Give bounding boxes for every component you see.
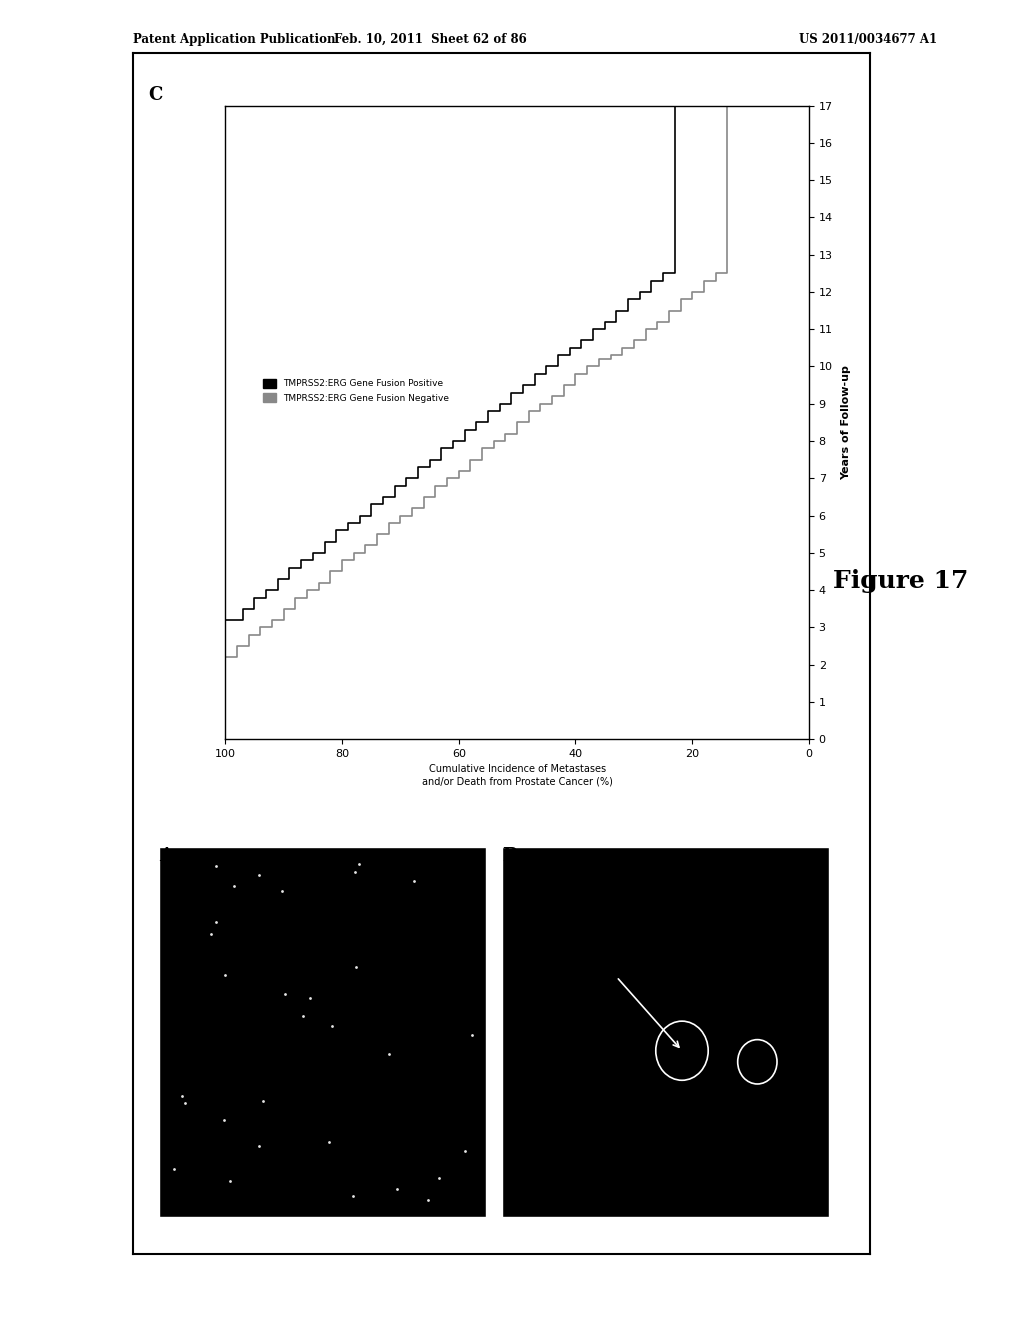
Point <box>276 983 293 1005</box>
Point <box>173 1085 189 1106</box>
Point <box>250 1135 266 1156</box>
Text: B: B <box>502 847 517 866</box>
Point <box>208 912 224 933</box>
Point <box>324 1015 340 1036</box>
Point <box>347 861 364 882</box>
Point <box>225 875 242 896</box>
Point <box>208 855 224 876</box>
Legend: TMPRSS2:ERG Gene Fusion Positive, TMPRSS2:ERG Gene Fusion Negative: TMPRSS2:ERG Gene Fusion Positive, TMPRSS… <box>259 375 453 407</box>
Point <box>295 1006 311 1027</box>
X-axis label: Cumulative Incidence of Metastases
and/or Death from Prostate Cancer (%): Cumulative Incidence of Metastases and/o… <box>422 764 612 787</box>
Point <box>177 1093 194 1114</box>
Point <box>203 924 219 945</box>
Point <box>166 1158 182 1179</box>
Point <box>251 865 267 886</box>
Text: C: C <box>148 86 163 104</box>
Point <box>321 1131 337 1152</box>
Text: US 2011/0034677 A1: US 2011/0034677 A1 <box>799 33 937 46</box>
Point <box>431 1167 447 1188</box>
Point <box>254 1090 270 1111</box>
Point <box>420 1189 436 1210</box>
Point <box>345 1185 361 1206</box>
Point <box>389 1179 406 1200</box>
Point <box>347 956 364 977</box>
Y-axis label: Years of Follow-up: Years of Follow-up <box>841 364 851 480</box>
Point <box>463 1024 479 1045</box>
Point <box>216 964 232 985</box>
Text: Patent Application Publication: Patent Application Publication <box>133 33 336 46</box>
Point <box>221 1171 238 1192</box>
Text: Figure 17: Figure 17 <box>834 569 969 593</box>
Point <box>216 1109 232 1130</box>
Point <box>351 854 368 875</box>
Text: A: A <box>159 847 173 866</box>
Point <box>274 880 291 902</box>
Point <box>381 1044 397 1065</box>
Point <box>302 987 318 1008</box>
Point <box>406 871 422 892</box>
Text: Feb. 10, 2011  Sheet 62 of 86: Feb. 10, 2011 Sheet 62 of 86 <box>334 33 526 46</box>
Point <box>458 1140 474 1162</box>
